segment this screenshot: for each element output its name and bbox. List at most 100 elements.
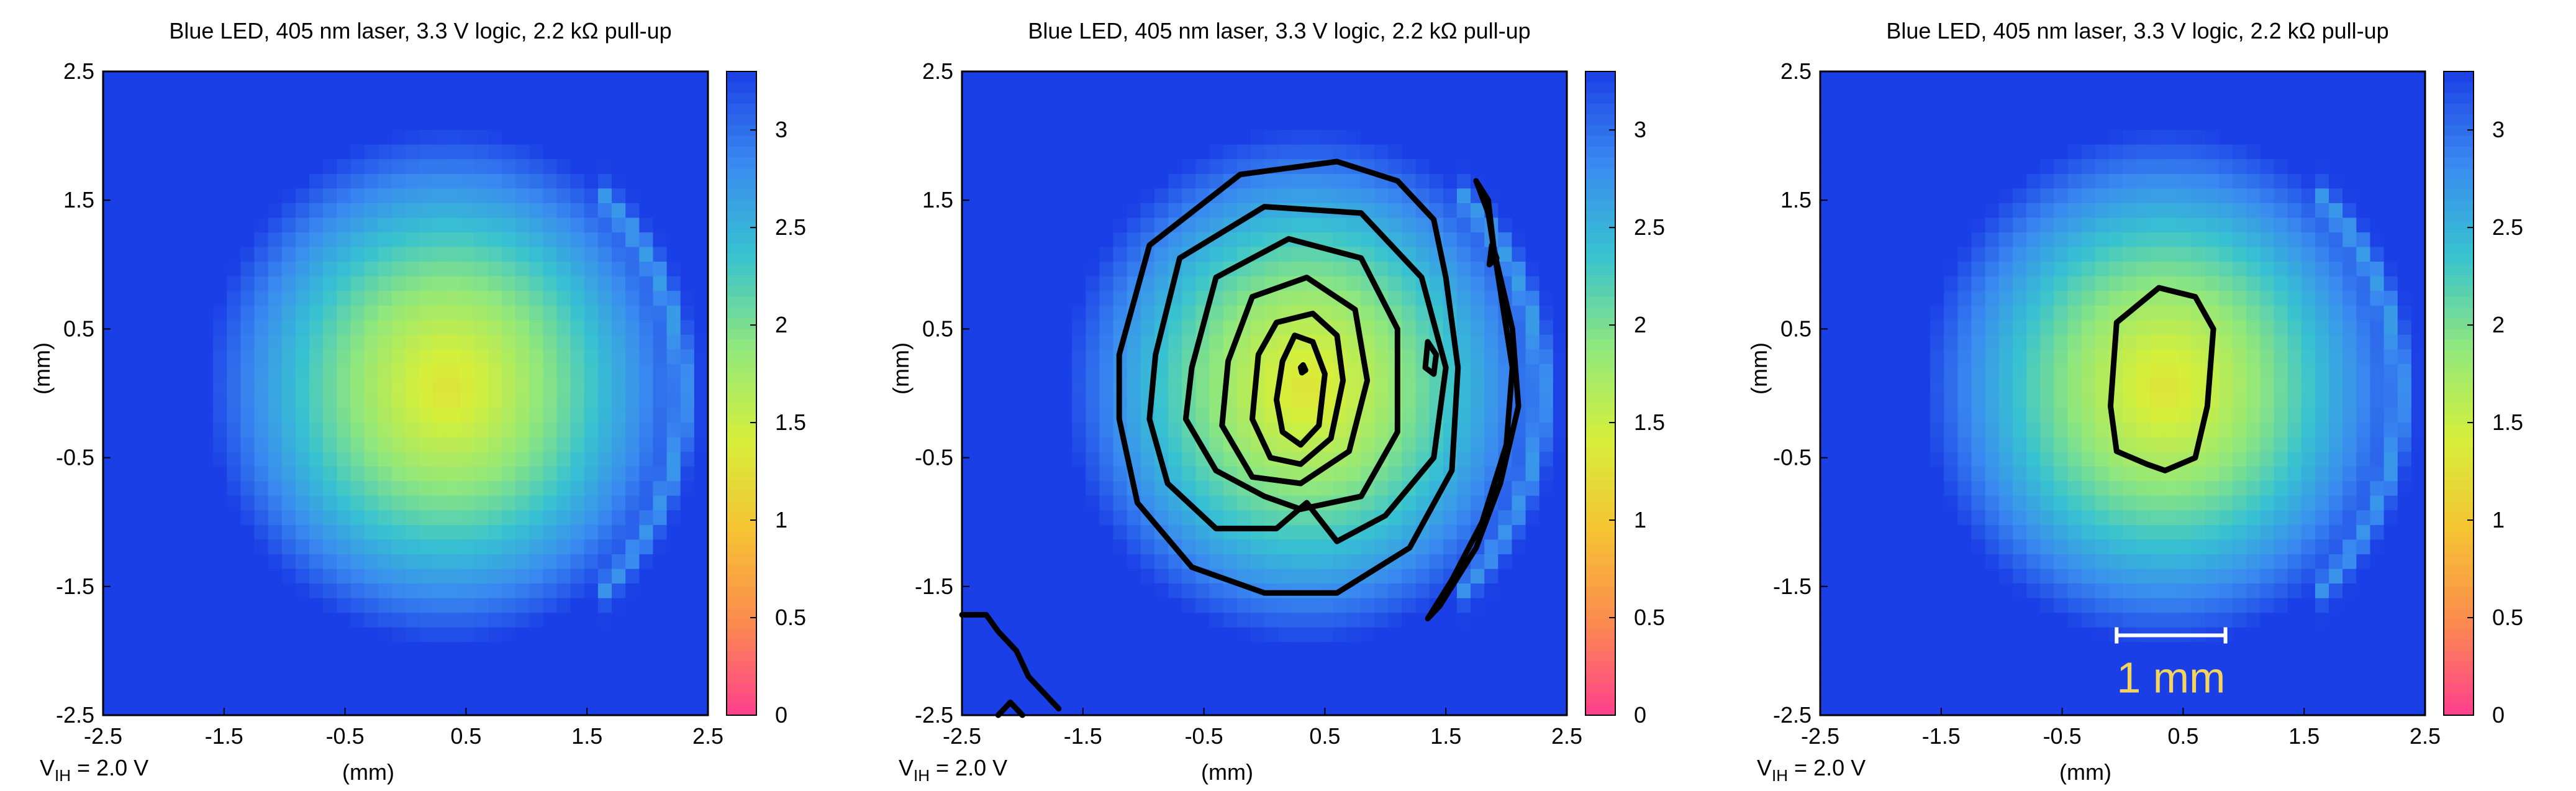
heatmap-cell bbox=[1402, 671, 1417, 687]
heatmap-cell bbox=[213, 481, 227, 496]
heatmap-cell bbox=[1113, 685, 1128, 702]
heatmap-cell bbox=[515, 262, 530, 277]
heatmap-cell bbox=[1512, 495, 1526, 511]
heatmap-cell bbox=[144, 539, 159, 555]
heatmap-cell bbox=[185, 700, 200, 716]
colorbar-band bbox=[1585, 243, 1615, 255]
heatmap-cell bbox=[1916, 144, 1931, 160]
heatmap-cell bbox=[1957, 583, 1972, 599]
heatmap-cell bbox=[2081, 481, 2096, 496]
heatmap-cell bbox=[612, 159, 626, 175]
heatmap-cell bbox=[1099, 349, 1114, 365]
heatmap-cell bbox=[501, 232, 516, 248]
heatmap-cell bbox=[1058, 232, 1073, 248]
heatmap-cell bbox=[1264, 569, 1279, 584]
heatmap-cell bbox=[529, 247, 543, 262]
heatmap-cell bbox=[337, 554, 351, 570]
heatmap-cell bbox=[2012, 334, 2027, 350]
heatmap-cell bbox=[185, 613, 200, 628]
heatmap-cell bbox=[1553, 685, 1567, 702]
heatmap-cell bbox=[130, 334, 145, 350]
heatmap-cell bbox=[1305, 247, 1320, 262]
heatmap-cell bbox=[460, 262, 475, 277]
heatmap-cell bbox=[2040, 130, 2054, 145]
heatmap-cell bbox=[543, 71, 558, 87]
heatmap-cell bbox=[281, 217, 296, 233]
heatmap-cell bbox=[1003, 276, 1018, 291]
heatmap-cell bbox=[1902, 495, 1917, 511]
heatmap-cell bbox=[1944, 554, 1958, 570]
heatmap-cell bbox=[1889, 334, 1903, 350]
heatmap-cell bbox=[1209, 86, 1224, 101]
heatmap-cell bbox=[1346, 144, 1361, 160]
heatmap-cell bbox=[281, 452, 296, 467]
heatmap-cell bbox=[570, 159, 585, 175]
heatmap-cell bbox=[1971, 569, 1986, 584]
heatmap-cell bbox=[1140, 305, 1155, 321]
heatmap-cell bbox=[1916, 539, 1931, 555]
heatmap-cell bbox=[2067, 305, 2082, 321]
heatmap-cell bbox=[556, 671, 571, 687]
heatmap-cell bbox=[1820, 115, 1834, 130]
heatmap-cell bbox=[694, 452, 709, 467]
heatmap-cell bbox=[515, 188, 530, 204]
heatmap-cell bbox=[1333, 276, 1348, 291]
heatmap-cell bbox=[1086, 452, 1100, 467]
heatmap-cell bbox=[653, 452, 668, 467]
heatmap-cell bbox=[1875, 671, 1890, 687]
heatmap-cell bbox=[1484, 363, 1499, 380]
heatmap-cell bbox=[1003, 291, 1018, 306]
heatmap-cell bbox=[989, 408, 1004, 423]
heatmap-cell bbox=[1250, 173, 1265, 189]
heatmap-cell bbox=[323, 305, 337, 321]
heatmap-cell bbox=[1415, 159, 1430, 175]
heatmap-cell bbox=[1030, 173, 1045, 189]
heatmap-cell bbox=[1916, 363, 1931, 380]
heatmap-cell bbox=[1930, 203, 1944, 219]
heatmap-cell bbox=[1388, 539, 1402, 555]
heatmap-cell bbox=[268, 159, 283, 175]
heatmap-cell bbox=[612, 524, 626, 541]
colorbar-band bbox=[727, 189, 756, 201]
heatmap-cell bbox=[199, 700, 214, 716]
heatmap-cell bbox=[1930, 86, 1944, 101]
heatmap-cell bbox=[515, 408, 530, 423]
heatmap-cell bbox=[419, 363, 433, 380]
heatmap-cell bbox=[570, 598, 585, 613]
colorbar-band bbox=[1585, 114, 1615, 126]
heatmap-cell bbox=[1072, 363, 1086, 380]
heatmap-cell bbox=[1154, 188, 1169, 204]
heatmap-cell bbox=[391, 466, 406, 482]
heatmap-cell bbox=[364, 276, 379, 291]
heatmap-cell bbox=[460, 613, 475, 628]
heatmap-cell bbox=[1264, 291, 1279, 306]
heatmap-cell bbox=[1848, 305, 1862, 321]
heatmap-cell bbox=[1264, 408, 1279, 423]
heatmap-cell bbox=[1003, 671, 1018, 687]
heatmap-cell bbox=[1498, 539, 1513, 555]
heatmap-cell bbox=[323, 262, 337, 277]
heatmap-cell bbox=[281, 115, 296, 130]
heatmap-cell bbox=[1930, 554, 1944, 570]
heatmap-cell bbox=[2012, 115, 2027, 130]
heatmap-cell bbox=[1553, 86, 1567, 101]
heatmap-cell bbox=[309, 101, 324, 116]
heatmap-cell bbox=[1539, 656, 1554, 672]
heatmap-cell bbox=[1998, 437, 2013, 452]
heatmap-cell bbox=[1998, 656, 2013, 672]
heatmap-cell bbox=[1346, 598, 1361, 613]
heatmap-cell bbox=[1402, 305, 1417, 321]
heatmap-cell bbox=[185, 188, 200, 204]
heatmap-cell bbox=[584, 247, 599, 262]
heatmap-cell bbox=[406, 539, 420, 555]
heatmap-cell bbox=[680, 217, 695, 233]
heatmap-cell bbox=[350, 524, 365, 541]
heatmap-cell bbox=[1930, 598, 1944, 613]
heatmap-cell bbox=[1333, 481, 1348, 496]
heatmap-cell bbox=[556, 262, 571, 277]
heatmap-cell bbox=[1209, 115, 1224, 130]
heatmap-cell bbox=[158, 320, 173, 336]
heatmap-cell bbox=[309, 188, 324, 204]
heatmap-cell bbox=[1402, 144, 1417, 160]
heatmap-cell bbox=[1099, 452, 1114, 467]
